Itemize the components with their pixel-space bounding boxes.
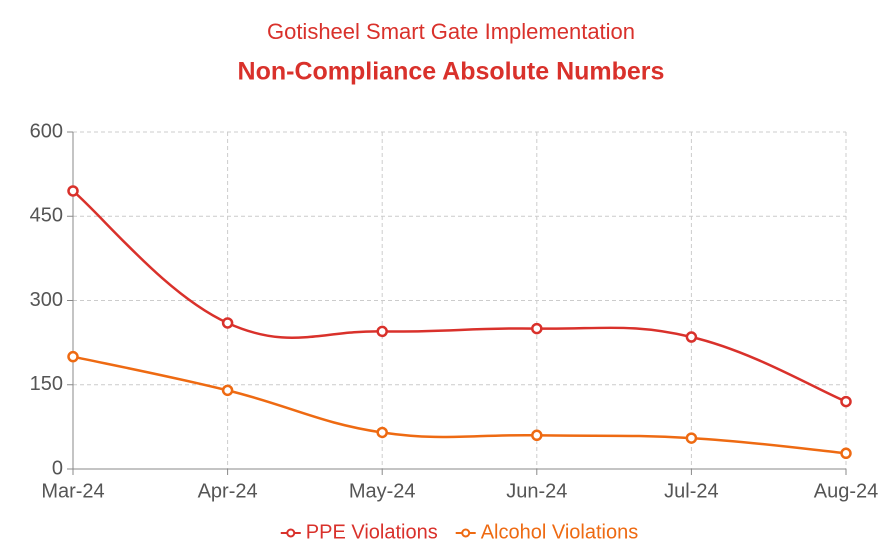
point xyxy=(840,447,852,460)
chart-title: Gotisheel Smart Gate Implementation xyxy=(267,19,635,44)
point xyxy=(67,185,79,197)
point xyxy=(531,322,543,335)
y-tick-label: 300 xyxy=(30,289,63,311)
chart-subtitle: Non-Compliance Absolute Numbers xyxy=(238,58,665,86)
point xyxy=(531,429,543,442)
legend: PPE Violations Alcohol Violations xyxy=(280,521,639,543)
point xyxy=(67,350,79,363)
point xyxy=(221,317,234,329)
y-tick-label: 600 xyxy=(30,120,63,142)
x-tick-label: Aug-24 xyxy=(814,480,879,502)
y-tick-label: 150 xyxy=(30,373,63,395)
x-tick-label: Apr-24 xyxy=(198,480,258,502)
legend-label: Alcohol Violations xyxy=(481,521,639,543)
legend-icon xyxy=(461,528,471,538)
y-tick-label: 450 xyxy=(30,205,63,227)
point xyxy=(376,426,388,439)
x-tick-label: May-24 xyxy=(349,480,416,502)
point xyxy=(685,331,698,343)
x-tick-label: Jun-24 xyxy=(506,480,567,502)
x-tick-label: Mar-24 xyxy=(41,480,104,502)
line xyxy=(72,190,847,403)
y-tick-label: 0 xyxy=(52,457,63,479)
x-tick-label: Jul-24 xyxy=(664,480,718,502)
point xyxy=(840,395,852,408)
line xyxy=(72,355,847,455)
point xyxy=(221,384,234,397)
legend-label: PPE Violations xyxy=(306,521,438,543)
legend-icon xyxy=(286,528,296,538)
point xyxy=(376,325,388,338)
point xyxy=(685,432,698,444)
